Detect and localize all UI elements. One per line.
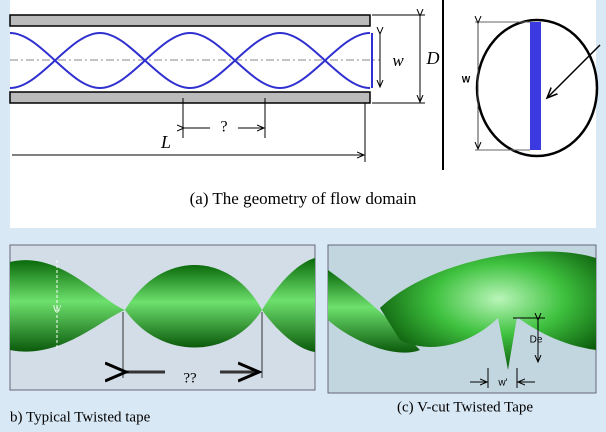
label-pitch: ? [220, 119, 227, 136]
caption-b: b) Typical Twisted tape [10, 409, 151, 425]
label-pitch: ?? [183, 370, 197, 386]
pipe-wall [10, 92, 370, 103]
label-w: w [392, 51, 404, 70]
label-L: L [160, 132, 171, 152]
caption-c: (c) V-cut Twisted Tape [397, 399, 533, 415]
label-D: D [426, 48, 440, 68]
label-bw: W [53, 304, 62, 314]
label-ew: W [462, 74, 471, 84]
label-cw: w' [497, 378, 507, 389]
figure: w D ? L W (a) The geometry of flow domai… [0, 0, 606, 432]
label-De: De [530, 335, 543, 346]
pipe-wall [10, 15, 370, 26]
tape-section [530, 22, 541, 150]
caption-a: (a) The geometry of flow domain [190, 189, 417, 208]
